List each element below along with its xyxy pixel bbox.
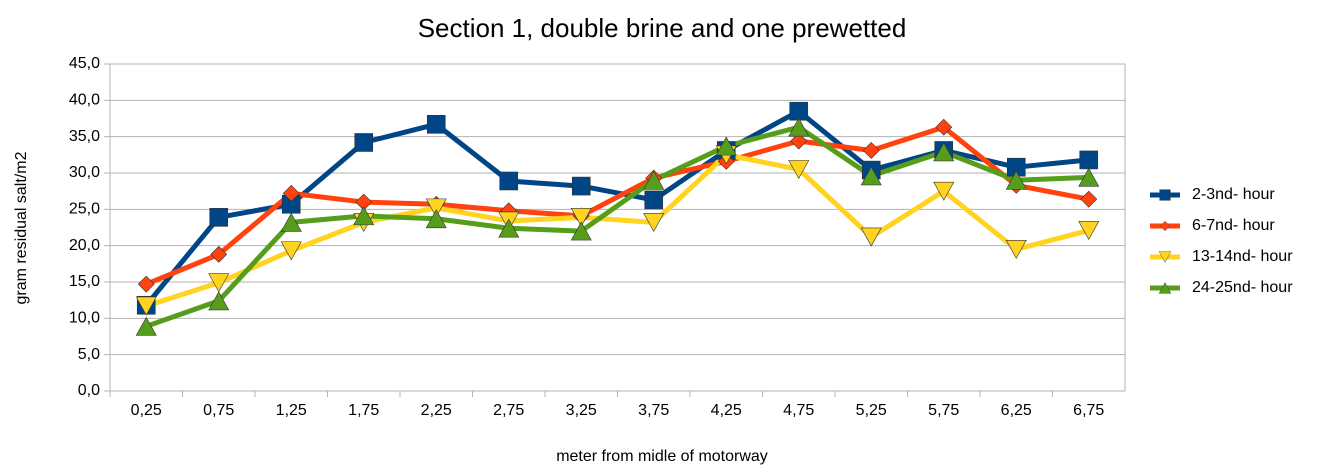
legend-label: 2-3nd- hour bbox=[1192, 186, 1275, 203]
legend-marker bbox=[1158, 282, 1172, 294]
data-point bbox=[571, 176, 591, 196]
x-tick-label: 3,25 bbox=[566, 402, 597, 419]
x-tick-label: 5,25 bbox=[856, 402, 887, 419]
y-tick-label: 45,0 bbox=[69, 55, 100, 72]
x-tick-label: 6,25 bbox=[1001, 402, 1032, 419]
data-point bbox=[790, 132, 808, 150]
legend-marker bbox=[1159, 220, 1171, 232]
data-point bbox=[280, 212, 302, 232]
x-tick-label: 0,75 bbox=[203, 402, 234, 419]
data-point bbox=[1005, 170, 1027, 190]
y-tick-label: 30,0 bbox=[69, 164, 100, 181]
data-point bbox=[933, 142, 955, 162]
x-tick-label: 1,75 bbox=[348, 402, 379, 419]
data-point bbox=[643, 213, 665, 233]
y-tick-label: 40,0 bbox=[69, 92, 100, 109]
legend-label: 13-14nd- hour bbox=[1192, 248, 1293, 265]
data-point bbox=[788, 117, 810, 137]
data-point bbox=[715, 136, 737, 156]
data-point bbox=[1078, 167, 1100, 187]
series-line bbox=[145, 152, 1090, 309]
data-point bbox=[1080, 190, 1098, 208]
data-point bbox=[425, 198, 447, 218]
data-point bbox=[644, 190, 664, 210]
data-point bbox=[135, 296, 157, 316]
y-axis-label: gram residual salt/m2 bbox=[13, 151, 30, 304]
data-point bbox=[1078, 221, 1100, 241]
x-axis-label: meter from midle of motorway bbox=[556, 448, 768, 465]
y-tick-label: 25,0 bbox=[69, 201, 100, 218]
legend-label: 6-7nd- hour bbox=[1192, 217, 1275, 234]
data-point bbox=[789, 101, 809, 121]
data-point bbox=[860, 227, 882, 247]
data-point bbox=[280, 241, 302, 261]
data-point bbox=[862, 142, 880, 159]
x-tick-label: 5,75 bbox=[928, 402, 959, 419]
x-tick-label: 4,75 bbox=[783, 402, 814, 419]
data-point bbox=[137, 275, 155, 293]
plot-frame bbox=[109, 63, 1126, 392]
legend-marker bbox=[1158, 251, 1172, 263]
y-tick-label: 5,0 bbox=[78, 346, 100, 363]
y-tick-label: 15,0 bbox=[69, 273, 100, 290]
data-point bbox=[135, 316, 157, 336]
data-point bbox=[353, 206, 375, 226]
x-tick-label: 2,25 bbox=[421, 402, 452, 419]
y-tick-label: 0,0 bbox=[78, 382, 100, 399]
x-tick-label: 2,75 bbox=[493, 402, 524, 419]
data-point bbox=[933, 181, 955, 201]
x-tick-label: 1,25 bbox=[276, 402, 307, 419]
data-point bbox=[425, 209, 447, 229]
y-tick-label: 35,0 bbox=[69, 128, 100, 145]
data-point bbox=[1079, 150, 1099, 170]
x-tick-label: 0,25 bbox=[131, 402, 162, 419]
data-point bbox=[499, 171, 519, 191]
data-point bbox=[354, 133, 374, 152]
x-tick-label: 3,75 bbox=[638, 402, 669, 419]
data-point bbox=[935, 118, 953, 136]
data-point bbox=[498, 218, 520, 238]
legend-marker bbox=[1159, 189, 1171, 201]
data-point bbox=[570, 208, 592, 227]
legend-label: 24-25nd- hour bbox=[1192, 279, 1293, 296]
data-point bbox=[282, 184, 300, 202]
data-point bbox=[208, 291, 230, 311]
data-point bbox=[426, 115, 446, 134]
series-line bbox=[145, 124, 1090, 287]
data-point bbox=[209, 208, 229, 227]
data-point bbox=[860, 166, 882, 186]
data-point bbox=[788, 160, 810, 179]
data-point bbox=[1005, 240, 1027, 259]
y-tick-label: 10,0 bbox=[69, 310, 100, 327]
data-point bbox=[643, 170, 665, 190]
data-point bbox=[570, 221, 592, 241]
chart-title: Section 1, double brine and one prewette… bbox=[418, 13, 907, 43]
data-point bbox=[208, 273, 230, 293]
series-line bbox=[145, 124, 1089, 329]
x-tick-label: 6,75 bbox=[1073, 402, 1104, 419]
y-tick-label: 20,0 bbox=[69, 237, 100, 254]
x-tick-label: 4,25 bbox=[711, 402, 742, 419]
data-point bbox=[210, 245, 228, 263]
